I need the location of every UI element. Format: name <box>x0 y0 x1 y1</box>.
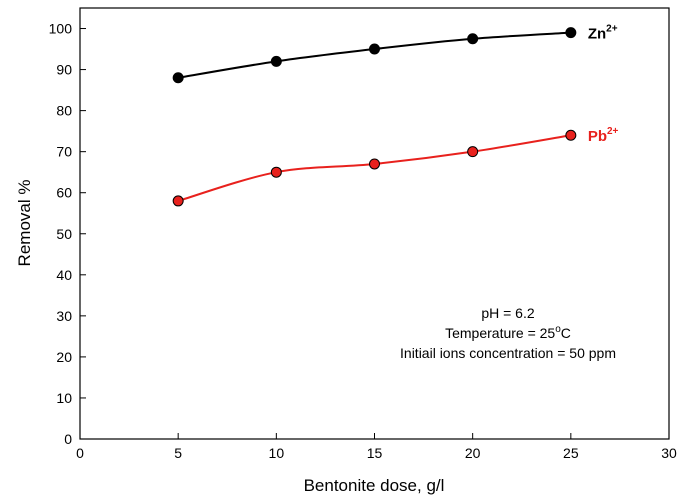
x-tick-label: 25 <box>563 445 579 461</box>
x-tick-label: 30 <box>661 445 677 461</box>
temperature-note: Temperature = 25oC <box>445 324 571 341</box>
plot-frame <box>79 7 670 440</box>
data-point-pb <box>467 146 479 158</box>
data-point-zn <box>565 27 577 39</box>
x-tick-label: 5 <box>174 445 182 461</box>
x-tick-label: 0 <box>76 445 84 461</box>
x-tick-label: 20 <box>465 445 481 461</box>
series-label-charge: 2+ <box>606 24 618 35</box>
y-tick-label: 90 <box>56 62 72 78</box>
series-label-pb: Pb2+ <box>588 126 619 145</box>
y-axis-title: Removal % <box>15 180 34 267</box>
data-point-pb <box>172 195 184 207</box>
series-label-name: Zn <box>588 26 606 43</box>
series-label-name: Pb <box>588 128 607 145</box>
y-tick-label: 20 <box>56 349 72 365</box>
series-label-zn: Zn2+ <box>588 24 618 43</box>
data-point-pb <box>369 158 380 170</box>
series-labels: Zn2+Pb2+ <box>588 24 619 146</box>
series-lines <box>177 31 571 202</box>
temperature-unit: C <box>561 325 571 341</box>
y-tick-label: 40 <box>56 267 72 283</box>
y-tick-label: 60 <box>56 185 72 201</box>
data-point-pb <box>565 129 577 141</box>
series-points <box>172 27 577 207</box>
y-tick-label: 0 <box>64 431 72 447</box>
y-tick-label: 10 <box>56 390 72 406</box>
concentration-note: Initiail ions concentration = 50 ppm <box>400 345 616 361</box>
axis-ticks: 0 5 10 15 20 25 30 0 10 20 30 40 50 60 70 80 90 100 <box>49 21 677 461</box>
data-point-zn <box>467 33 479 45</box>
y-tick-label: 30 <box>56 308 72 324</box>
x-tick-label: 10 <box>269 445 285 461</box>
data-point-pb <box>270 166 282 178</box>
y-tick-label: 80 <box>56 103 72 119</box>
y-tick-label: 50 <box>56 226 72 242</box>
series-line-zn <box>178 31 571 79</box>
data-point-zn <box>369 43 380 55</box>
temperature-prefix: Temperature = 25 <box>445 325 555 341</box>
temperature-degree-sup: o <box>555 324 561 335</box>
data-point-zn <box>172 72 184 84</box>
series-label-charge: 2+ <box>607 126 619 137</box>
y-tick-label: 100 <box>49 21 73 37</box>
x-axis-title: Bentonite dose, g/l <box>304 476 445 495</box>
ph-note: pH = 6.2 <box>481 305 535 321</box>
data-point-zn <box>270 55 282 67</box>
x-tick-label: 15 <box>367 445 383 461</box>
y-tick-label: 70 <box>56 144 72 160</box>
